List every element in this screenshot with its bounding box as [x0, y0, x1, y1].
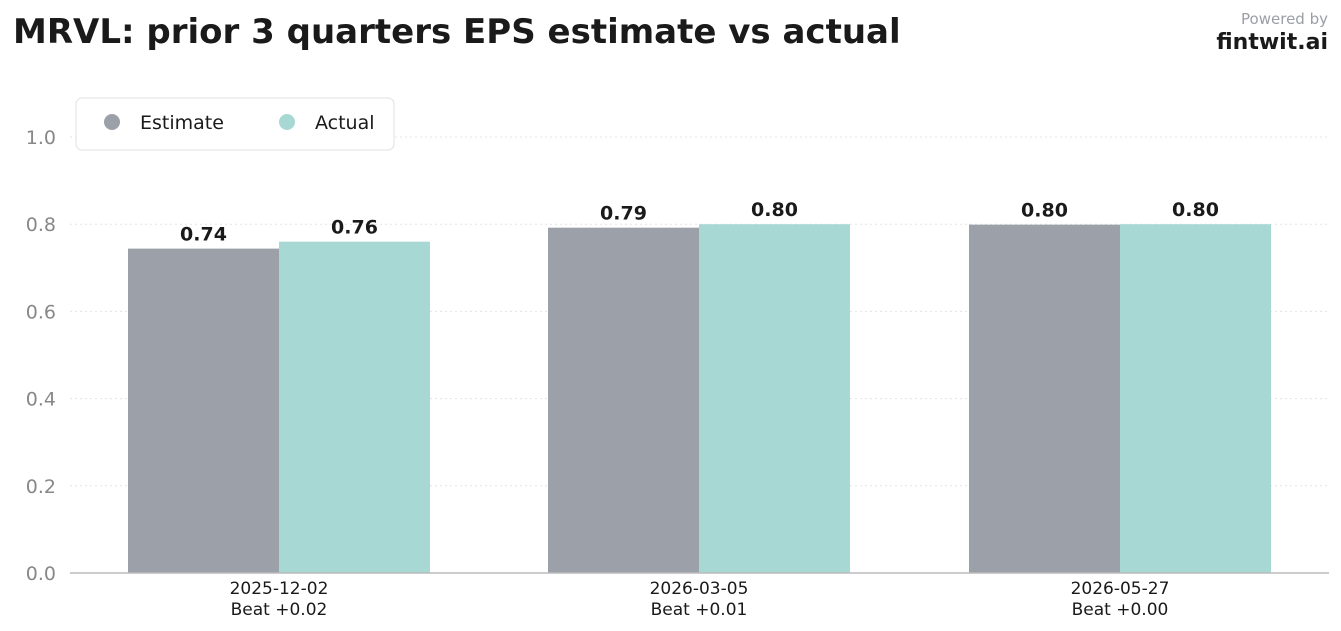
brand-block: Powered by fintwit.ai: [1216, 10, 1328, 56]
x-category-label: 2026-05-27: [1071, 579, 1170, 599]
y-tick-label: 1.0: [26, 127, 56, 149]
legend-marker-actual: [279, 114, 295, 130]
bar-estimate: [128, 248, 279, 573]
value-label-estimate: 0.74: [180, 224, 227, 246]
x-category-label: 2026-03-05: [650, 579, 749, 599]
powered-by-caption: Powered by: [1241, 10, 1328, 28]
value-label-actual: 0.80: [751, 199, 798, 221]
y-tick-label: 0.8: [26, 214, 56, 236]
legend-label-estimate: Estimate: [140, 112, 224, 134]
legend-box: [75, 97, 395, 151]
x-category-sublabel: Beat +0.00: [1072, 600, 1169, 620]
value-label-estimate: 0.79: [600, 203, 647, 225]
value-label-actual: 0.80: [1172, 199, 1219, 221]
legend-marker-estimate: [104, 114, 120, 130]
x-category-label: 2025-12-02: [230, 579, 329, 599]
chart-title: MRVL: prior 3 quarters EPS estimate vs a…: [13, 12, 901, 52]
y-tick-label: 0.2: [26, 476, 56, 498]
y-tick-label: 0.0: [26, 563, 56, 585]
bar-actual: [1120, 224, 1271, 573]
bar-actual: [699, 224, 850, 573]
bar-actual: [279, 241, 430, 573]
x-category-sublabel: Beat +0.02: [231, 600, 328, 620]
value-label-estimate: 0.80: [1021, 200, 1068, 222]
y-tick-label: 0.4: [26, 389, 56, 411]
y-tick-label: 0.6: [26, 301, 56, 323]
brand-name: fintwit.ai: [1216, 30, 1328, 55]
legend-label-actual: Actual: [315, 112, 375, 134]
x-category-sublabel: Beat +0.01: [651, 600, 748, 620]
bar-estimate: [969, 224, 1120, 574]
value-label-actual: 0.76: [331, 217, 378, 239]
bar-estimate: [548, 227, 699, 574]
